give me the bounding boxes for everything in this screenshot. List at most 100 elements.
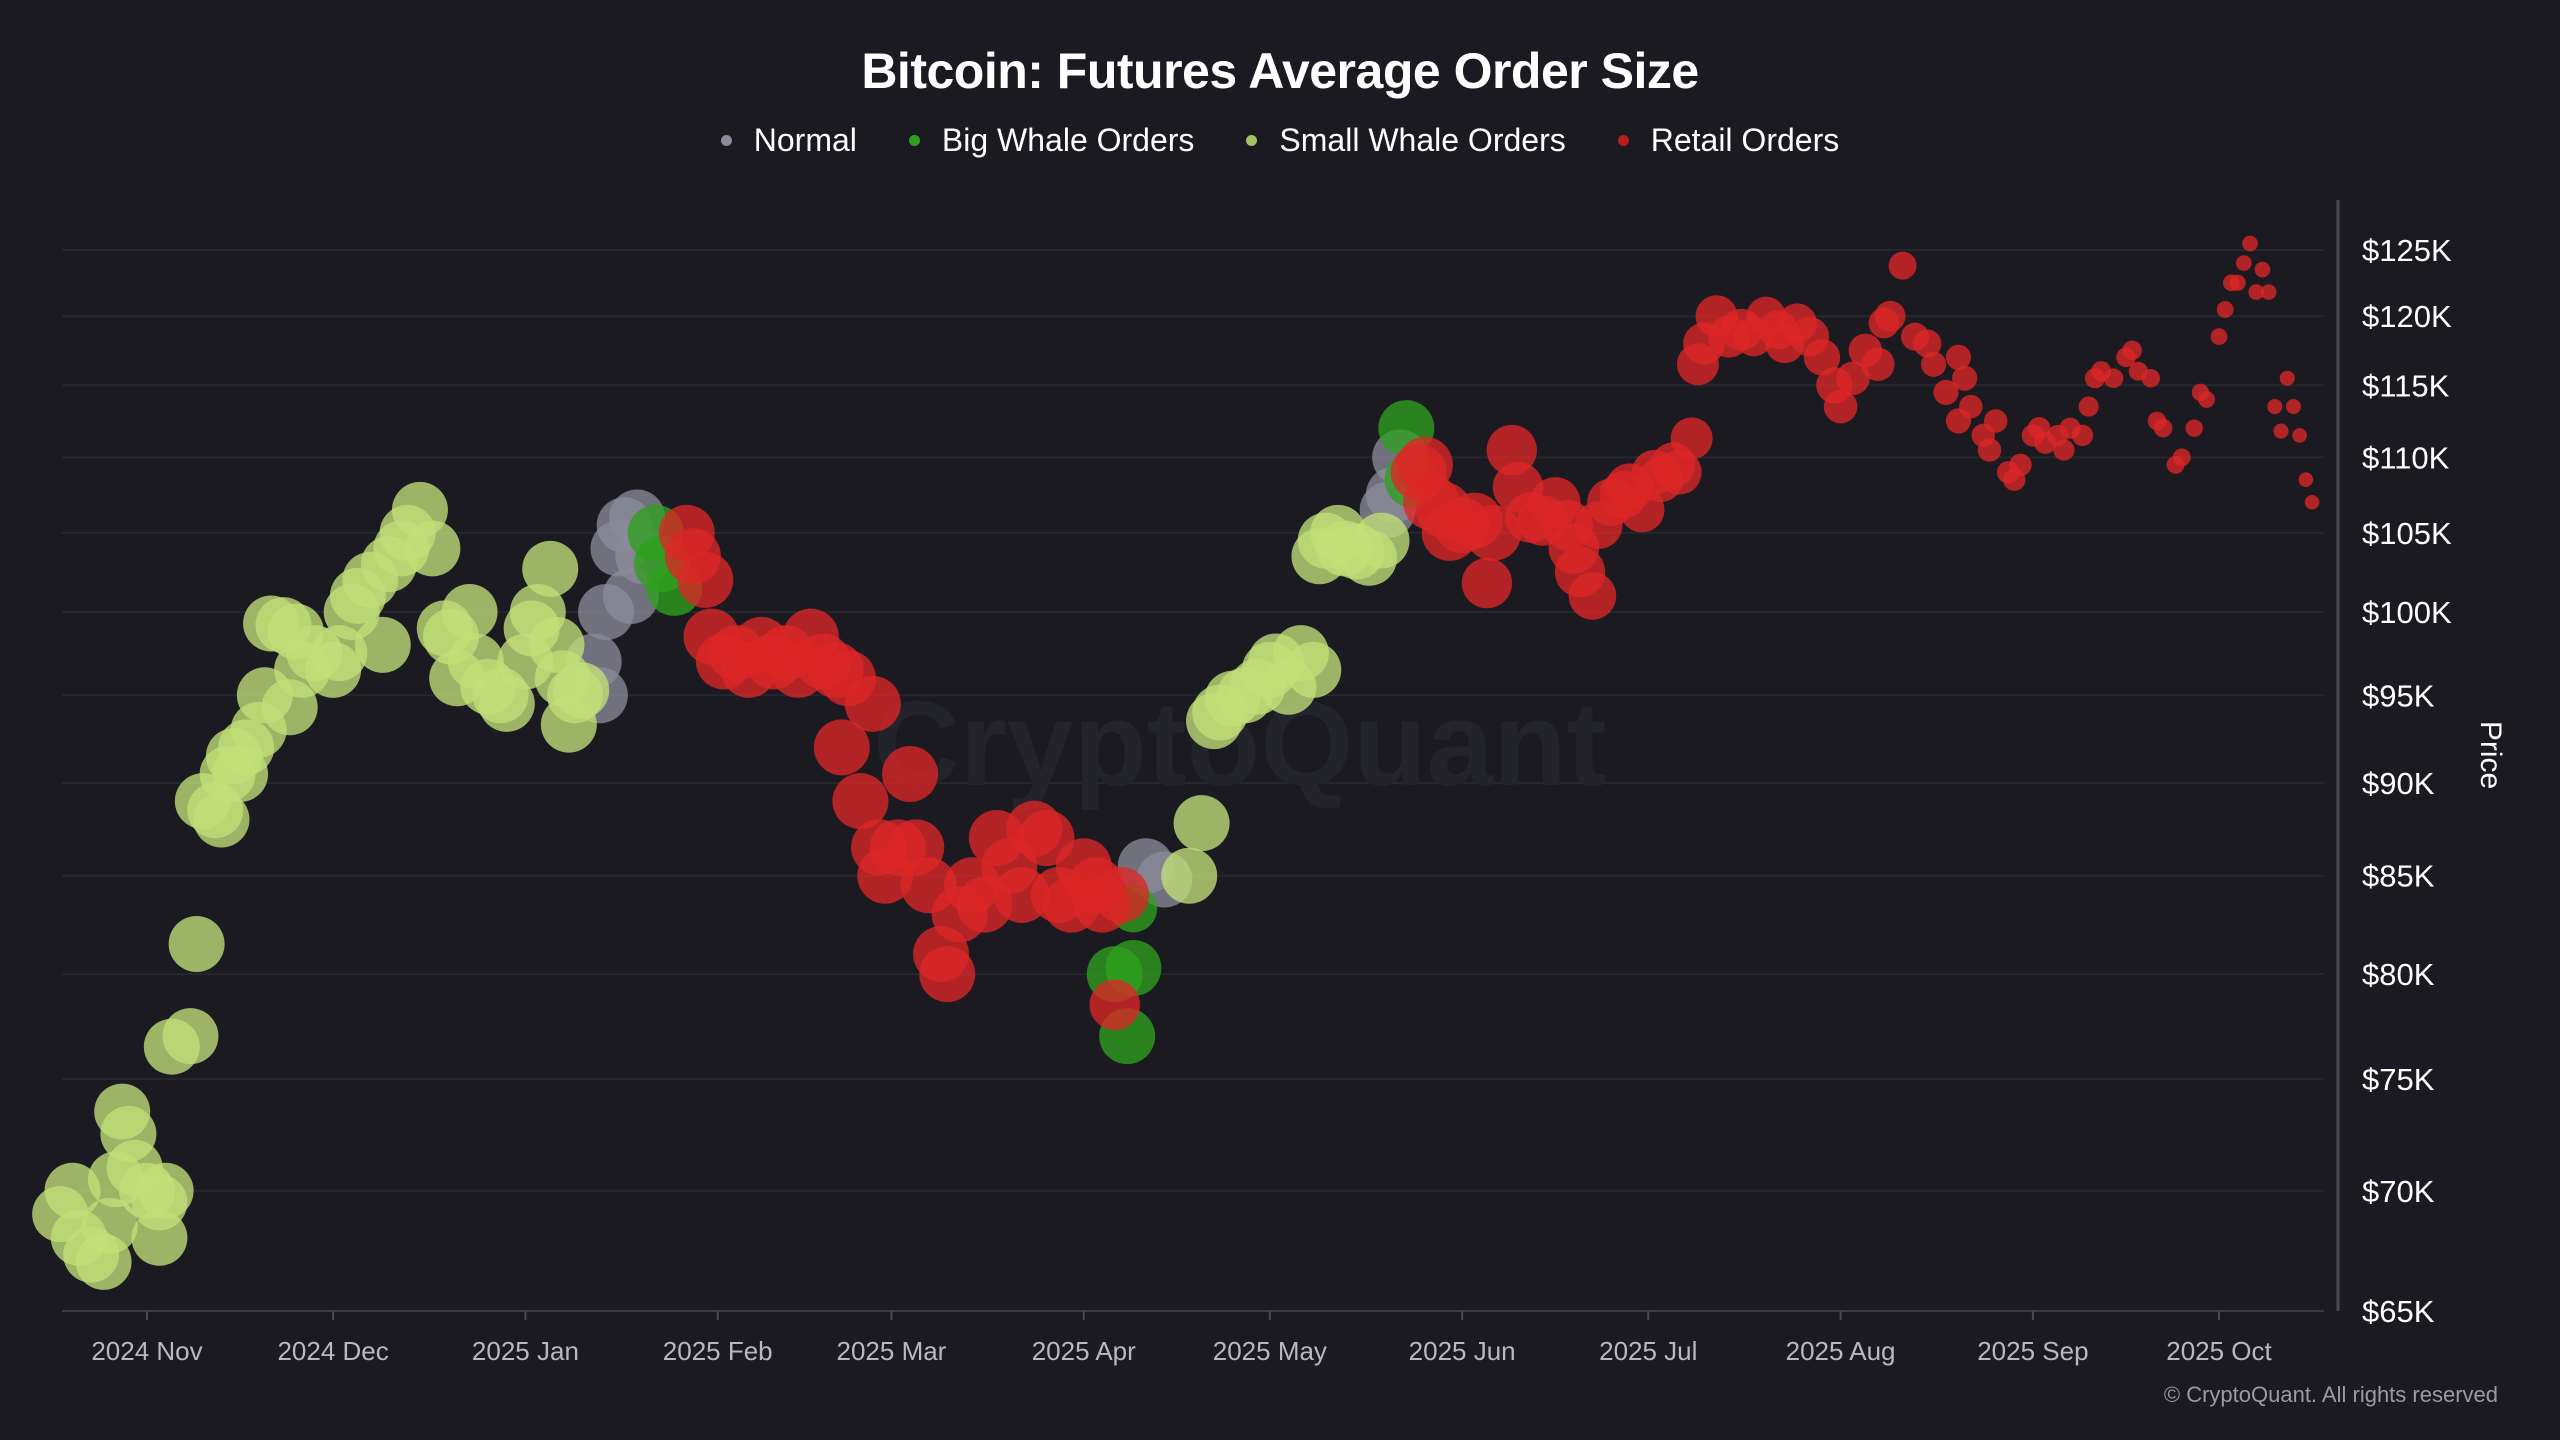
data-point[interactable] [1285, 641, 1342, 698]
data-point[interactable] [2216, 301, 2234, 318]
x-axis-ticks: 2024 Nov 2024 Dec 2025 Jan 2025 Feb 2025 Mar… [91, 1311, 2273, 1366]
y-tick-label: $110K [2362, 440, 2450, 475]
data-point[interactable] [919, 946, 976, 1003]
data-point[interactable] [2273, 423, 2289, 439]
legend-dot-icon [720, 135, 732, 146]
data-point[interactable] [1977, 438, 2002, 462]
x-tick-label: 2025 Aug [1786, 1336, 1896, 1366]
data-point[interactable] [354, 616, 411, 673]
data-point[interactable] [1913, 329, 1942, 358]
data-point[interactable] [168, 915, 225, 972]
y-tick-label: $70K [2362, 1174, 2435, 1209]
data-point[interactable] [1874, 300, 1906, 332]
data-point[interactable] [2009, 453, 2032, 477]
data-point[interactable] [2242, 235, 2258, 252]
data-point[interactable] [1959, 394, 1983, 419]
y-tick-label: $80K [2362, 957, 2435, 992]
data-point[interactable] [2260, 284, 2277, 300]
data-point[interactable] [2304, 494, 2320, 510]
chart-title: Bitcoin: Futures Average Order Size [861, 43, 1699, 99]
data-point[interactable] [131, 1209, 188, 1266]
y-tick-label: $125K [2362, 233, 2452, 268]
data-point[interactable] [2071, 424, 2094, 447]
data-point[interactable] [2078, 396, 2099, 417]
data-point[interactable] [553, 662, 610, 719]
data-point[interactable] [1983, 409, 2008, 433]
data-points [32, 235, 2320, 1290]
data-point[interactable] [1952, 365, 1978, 391]
data-point[interactable] [2248, 284, 2265, 300]
series-small-whale-orders [32, 481, 1410, 1290]
x-tick-label: 2025 Jun [1409, 1336, 1516, 1366]
legend-label: Big Whale Orders [941, 122, 1195, 158]
data-point[interactable] [2292, 428, 2307, 443]
data-point[interactable] [813, 719, 870, 776]
data-point[interactable] [677, 551, 734, 608]
data-point[interactable] [2198, 391, 2215, 408]
data-point[interactable] [2254, 261, 2271, 278]
data-point[interactable] [2267, 399, 2283, 415]
data-point[interactable] [1656, 449, 1702, 495]
x-tick-label: 2025 Oct [2166, 1336, 2272, 1366]
data-point[interactable] [2185, 419, 2203, 437]
legend-item-big-whale[interactable]: Big Whale Orders [908, 122, 1195, 159]
data-point[interactable] [882, 746, 939, 803]
data-point[interactable] [2053, 439, 2075, 461]
data-point[interactable] [2279, 370, 2295, 386]
data-point[interactable] [1173, 795, 1230, 852]
x-tick-label: 2025 Jan [472, 1336, 579, 1366]
data-point[interactable] [1888, 251, 1917, 280]
data-point[interactable] [844, 675, 901, 732]
data-point[interactable] [1803, 339, 1841, 376]
data-point[interactable] [2172, 448, 2191, 467]
data-point[interactable] [2235, 255, 2252, 271]
data-point[interactable] [162, 1008, 219, 1065]
data-point[interactable] [137, 1162, 194, 1219]
legend-item-normal[interactable]: Normal [720, 122, 857, 159]
data-point[interactable] [1945, 344, 1972, 370]
data-point[interactable] [2298, 472, 2314, 487]
legend: Normal Big Whale Orders Small Whale Orde… [0, 122, 2560, 159]
data-point[interactable] [404, 520, 461, 577]
data-point[interactable] [522, 540, 579, 597]
data-point[interactable] [1823, 389, 1858, 424]
x-tick-label: 2025 Feb [663, 1336, 773, 1366]
data-point[interactable] [81, 1197, 138, 1254]
legend-item-small-whale[interactable]: Small Whale Orders [1246, 122, 1566, 159]
data-point[interactable] [1568, 572, 1617, 620]
data-point[interactable] [1933, 379, 1959, 405]
x-tick-label: 2025 Apr [1032, 1336, 1136, 1366]
data-point[interactable] [1670, 417, 1713, 460]
series-retail-orders [658, 235, 2320, 1031]
data-point[interactable] [1461, 557, 1513, 609]
data-point[interactable] [1921, 351, 1947, 377]
data-point[interactable] [1089, 979, 1140, 1031]
data-point[interactable] [1861, 347, 1895, 382]
data-point[interactable] [2153, 418, 2173, 438]
data-point[interactable] [832, 773, 889, 830]
data-point[interactable] [1486, 424, 1537, 476]
data-point[interactable] [2210, 328, 2228, 346]
data-point[interactable] [2229, 274, 2246, 291]
data-point[interactable] [1092, 866, 1149, 923]
legend-item-retail[interactable]: Retail Orders [1617, 122, 1839, 159]
data-point[interactable] [1161, 847, 1218, 904]
data-point[interactable] [441, 584, 498, 641]
data-point[interactable] [2103, 368, 2124, 389]
data-point[interactable] [1353, 512, 1410, 569]
y-tick-label: $65K [2362, 1294, 2435, 1329]
y-tick-label: $90K [2362, 766, 2435, 801]
data-point[interactable] [2285, 399, 2302, 415]
data-point[interactable] [2141, 369, 2161, 388]
legend-label: Small Whale Orders [1279, 122, 1566, 158]
data-point[interactable] [2122, 340, 2142, 361]
data-point[interactable] [44, 1162, 101, 1219]
data-point[interactable] [1836, 361, 1870, 396]
y-tick-label: $115K [2362, 368, 2450, 403]
legend-dot-icon [1246, 135, 1258, 146]
gridlines [62, 249, 2324, 1312]
y-tick-label: $75K [2362, 1062, 2435, 1097]
data-point[interactable] [193, 791, 250, 848]
data-point[interactable] [478, 675, 535, 732]
y-tick-label: $100K [2362, 595, 2452, 630]
